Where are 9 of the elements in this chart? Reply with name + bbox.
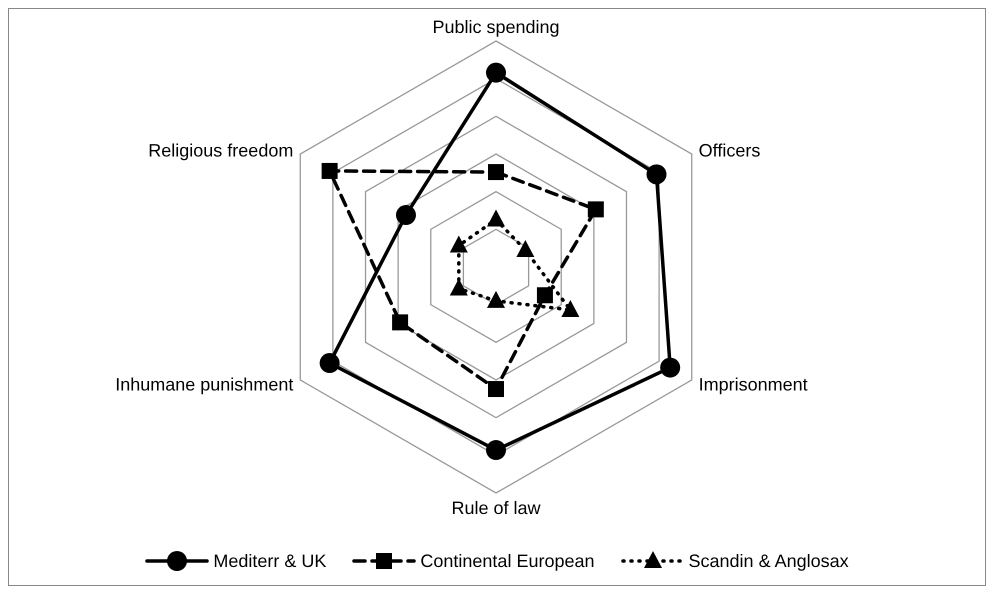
- legend-label: Continental European: [420, 550, 595, 572]
- spoke-label: Officers: [698, 140, 760, 160]
- spoke-label: Public spending: [432, 17, 560, 37]
- spoke-label: Inhumane punishment: [115, 374, 294, 394]
- spoke-label: Imprisonment: [698, 374, 808, 394]
- legend-label: Mediterr & UK: [213, 550, 326, 572]
- legend-label: Scandin & Anglosax: [688, 550, 849, 572]
- spoke-label: Rule of law: [451, 498, 542, 518]
- spoke-label: Religious freedom: [148, 140, 294, 160]
